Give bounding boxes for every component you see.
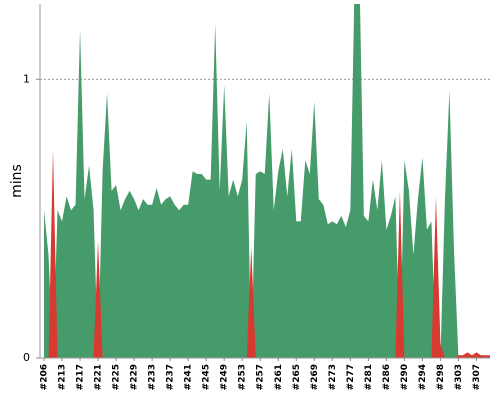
x-tick-label: #237	[166, 364, 176, 390]
x-tick-label: #294	[418, 364, 428, 390]
x-tick-label: #241	[184, 364, 194, 390]
x-tick-label: #213	[58, 364, 68, 390]
y-axis-label: mins	[9, 164, 25, 198]
x-tick-label: #245	[202, 364, 212, 390]
x-tick-label: #307	[472, 364, 482, 390]
x-tick-label: #233	[148, 364, 158, 390]
x-tick-label: #298	[436, 364, 446, 390]
x-tick-label: #206	[40, 364, 50, 390]
x-tick-label: #281	[364, 364, 374, 390]
area	[44, 148, 490, 358]
x-tick-label: #249	[220, 364, 230, 390]
x-tick-label: #225	[112, 364, 122, 390]
x-tick-label: #273	[328, 364, 338, 390]
x-tick-label: #217	[76, 364, 86, 390]
x-tick-label: #261	[274, 364, 284, 390]
area	[44, 4, 490, 358]
x-tick-label: #229	[130, 364, 140, 390]
y-tick-label: 1	[23, 72, 30, 85]
x-tick-label: #257	[256, 364, 266, 390]
x-tick-label: #265	[292, 364, 302, 390]
plot-area	[44, 4, 490, 358]
x-tick-label: #303	[454, 364, 464, 390]
x-tick-label: #269	[310, 364, 320, 390]
x-tick-label: #277	[346, 364, 356, 390]
x-tick-label: #221	[94, 364, 104, 390]
x-tick-label: #286	[382, 364, 392, 390]
y-tick-label: 0	[23, 351, 30, 364]
x-tick-label: #290	[400, 364, 410, 390]
x-tick-label: #253	[238, 364, 248, 390]
